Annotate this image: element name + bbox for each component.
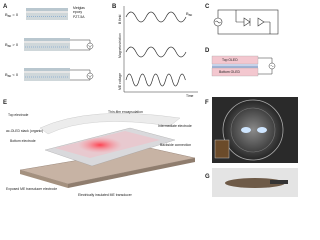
layer-label: Top OLED bbox=[222, 58, 238, 62]
panel-c bbox=[213, 9, 279, 35]
amplitude-label: Bac bbox=[186, 11, 193, 17]
panel-letter: G bbox=[205, 174, 210, 180]
panel-letter: A bbox=[3, 4, 8, 10]
callout-label: Bottom electrode bbox=[10, 139, 36, 143]
state-label: Bac > 0 bbox=[5, 42, 19, 48]
panel-a: Bac = 0 Bac > 0 Bac < 0 Metglas epoxy PZ… bbox=[5, 6, 94, 81]
callout-label: Backside connection bbox=[160, 143, 191, 147]
figure: A B C D E F G Bac = 0 bbox=[3, 4, 298, 197]
subscript: ac bbox=[8, 44, 12, 48]
panel-letter: B bbox=[112, 4, 117, 10]
panel-letter: E bbox=[3, 100, 7, 106]
symbol: B bbox=[186, 11, 189, 16]
axis-label: B field bbox=[118, 14, 122, 24]
axis-label: ME voltage bbox=[118, 73, 122, 90]
callout-label: Thin-film encapsulation bbox=[108, 110, 143, 114]
stack bbox=[24, 38, 94, 51]
symbol: B bbox=[5, 42, 8, 47]
panel-letter: C bbox=[205, 4, 210, 10]
layer-label: PZT-5A bbox=[73, 15, 85, 19]
layer-label: epoxy bbox=[73, 10, 82, 14]
layer-label: Bottom OLED bbox=[219, 70, 240, 74]
subscript: ac bbox=[189, 13, 193, 17]
callout-label: Exposed ME transducer electrode bbox=[6, 187, 57, 191]
symbol: B bbox=[5, 72, 8, 77]
panel-d: Top OLED Bottom OLED bbox=[211, 55, 276, 77]
subscript: ac bbox=[8, 14, 12, 18]
subscript: ac bbox=[8, 74, 12, 78]
callout-label: Electrically insulated ME transducer bbox=[78, 193, 133, 197]
callout-label: Intermediate electrode bbox=[158, 124, 192, 128]
layer-label: Metglas bbox=[73, 6, 85, 10]
callout-label: ac-OLED stack (organic) bbox=[6, 129, 43, 133]
panel-g bbox=[212, 168, 298, 197]
callout-label: Top electrode bbox=[8, 113, 28, 117]
stack bbox=[24, 68, 94, 81]
panel-e: Thin-film encapsulation Top electrode In… bbox=[6, 110, 196, 197]
state-label: Bac = 0 bbox=[5, 12, 19, 18]
relation: > 0 bbox=[11, 42, 19, 47]
stack bbox=[26, 8, 68, 20]
axis-label: Magnetostriction bbox=[118, 33, 122, 58]
panel-b: B field Magnetostriction ME voltage Bac … bbox=[118, 6, 198, 98]
state-label: Bac < 0 bbox=[5, 72, 19, 78]
panel-f bbox=[212, 97, 298, 163]
relation: < 0 bbox=[11, 72, 19, 77]
panel-letter: F bbox=[205, 100, 209, 106]
relation: = 0 bbox=[11, 12, 19, 17]
symbol: B bbox=[5, 12, 8, 17]
panel-letter: D bbox=[205, 48, 210, 54]
axis-label: Time bbox=[186, 94, 194, 98]
